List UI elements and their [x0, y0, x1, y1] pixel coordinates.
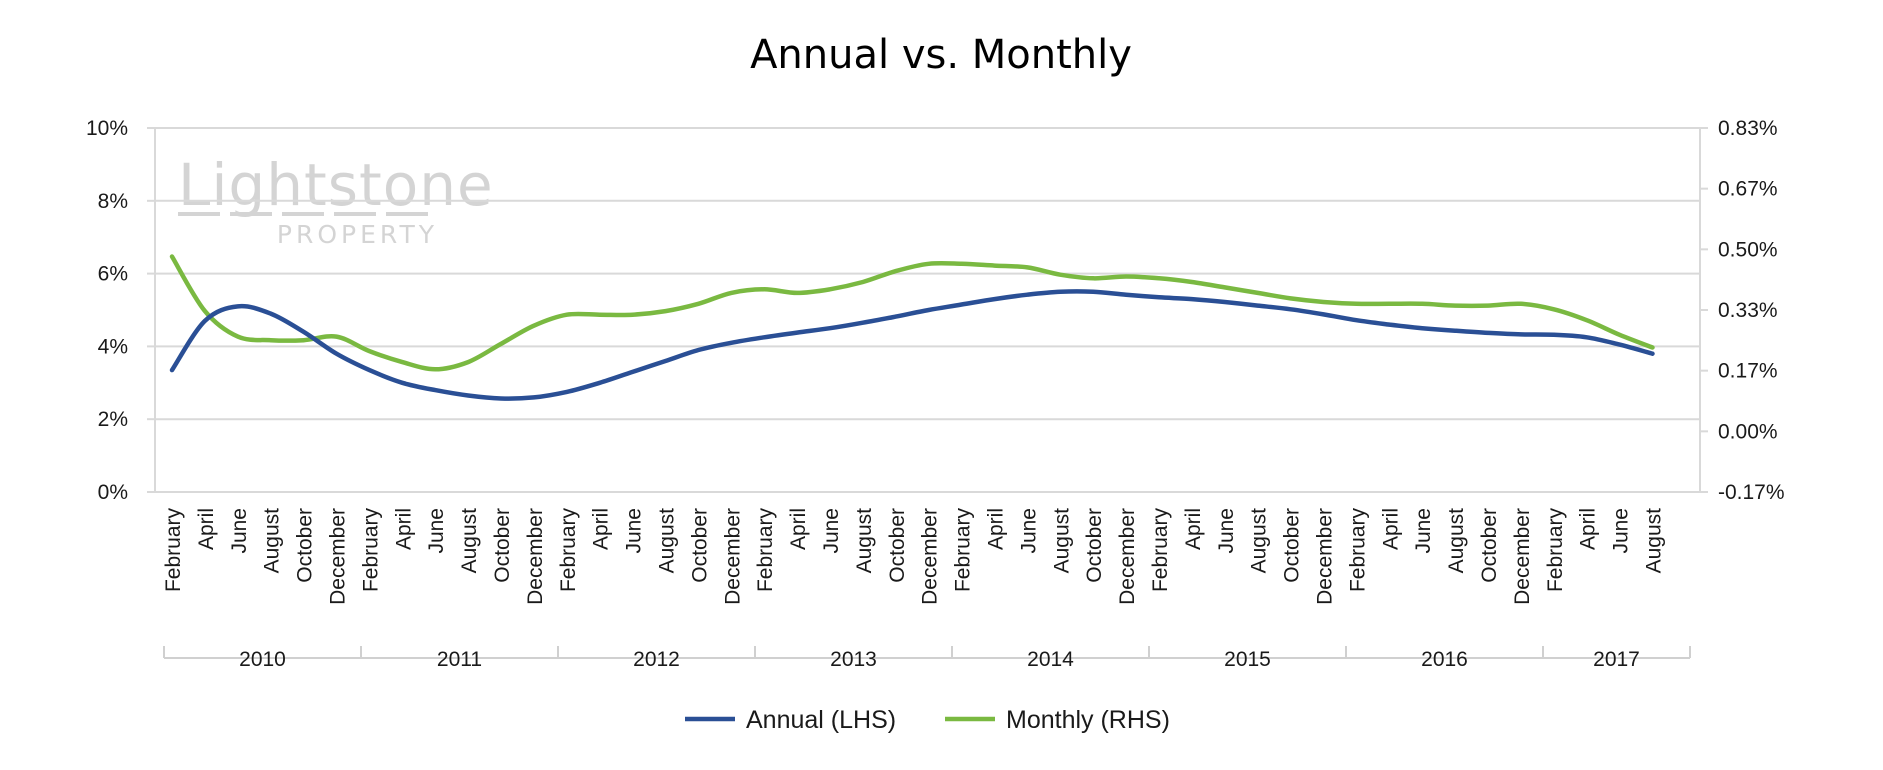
x-tick-label: April: [1577, 508, 1600, 550]
x-tick-label: October: [886, 508, 909, 583]
series-lines: [169, 254, 1655, 401]
y-left-tick-label: 0%: [98, 481, 128, 504]
x-tick-label: August: [261, 508, 284, 574]
x-tick-label: June: [1610, 508, 1633, 554]
y-left-tick-label: 2%: [98, 408, 128, 431]
y-left-tick-label: 4%: [98, 335, 128, 358]
x-tick-label: December: [1511, 508, 1534, 605]
x-tick-label: August: [1445, 508, 1468, 574]
legend-annual-label: Annual (LHS): [746, 706, 896, 734]
x-tick-label: December: [1314, 508, 1337, 605]
x-tick-label: October: [1083, 508, 1106, 583]
logo-dash: [282, 212, 324, 216]
y-right-tick-label: 0.17%: [1718, 360, 1778, 383]
x-tick-label: June: [820, 508, 843, 554]
tick-labels: 0% 2% 4% 6% 8% 10% -0.17% 0.00% 0.17% 0.33% 0.50% 0…: [86, 117, 1785, 671]
x-tick-label: October: [491, 508, 514, 583]
y-right-tick-label: 0.50%: [1718, 238, 1778, 261]
x-tick-label: June: [228, 508, 251, 554]
x-tick-label: February: [557, 508, 580, 593]
x-tick-label: June: [1017, 508, 1040, 554]
x-tick-label: October: [294, 508, 317, 583]
x-tick-label: December: [919, 508, 942, 605]
x-tick-label: December: [1116, 508, 1139, 605]
x-tick-label: December: [327, 508, 350, 605]
x-tick-label: December: [721, 508, 744, 605]
x-tick-label: February: [1544, 508, 1567, 593]
y-left-tick-label: 8%: [98, 190, 128, 213]
x-tick-label: June: [425, 508, 448, 554]
x-tick-label: June: [1412, 508, 1435, 554]
x-tick-label: October: [1478, 508, 1501, 583]
x-tick-label: April: [1379, 508, 1402, 550]
x-tick-label: October: [1281, 508, 1304, 583]
axes: [147, 127, 1708, 659]
x-group-label: 2015: [1224, 648, 1271, 671]
x-tick-label: February: [1149, 508, 1172, 593]
x-tick-label: August: [853, 508, 876, 574]
x-tick-label: April: [590, 508, 613, 550]
x-tick-label: August: [458, 508, 481, 574]
x-tick-label: June: [1215, 508, 1238, 554]
y-right-tick-label: 0.33%: [1718, 299, 1778, 322]
x-tick-label: August: [1248, 508, 1271, 574]
x-tick-label: April: [1182, 508, 1205, 550]
y-left-tick-label: 10%: [86, 117, 128, 140]
x-group-label: 2011: [437, 648, 482, 671]
x-tick-label: February: [754, 508, 777, 593]
x-tick-label: June: [623, 508, 646, 554]
x-tick-label: April: [787, 508, 810, 550]
logo-dash: [386, 212, 428, 216]
x-group-label: 2012: [633, 648, 680, 671]
monthly-series-line: [169, 254, 1655, 372]
x-tick-label: February: [162, 508, 185, 593]
y-right-tick-label: 0.00%: [1718, 420, 1778, 443]
y-left-tick-label: 6%: [98, 263, 128, 286]
x-tick-label: December: [524, 508, 547, 605]
legend-monthly-label: Monthly (RHS): [1006, 706, 1170, 734]
x-tick-label: April: [392, 508, 415, 550]
legend: Annual (LHS) Monthly (RHS): [685, 706, 1170, 734]
chart-title: Annual vs. Monthly: [750, 32, 1132, 78]
x-group-label: 2010: [239, 648, 286, 671]
x-tick-label: August: [1050, 508, 1073, 574]
x-tick-label: February: [359, 508, 382, 593]
x-tick-label: February: [952, 508, 975, 593]
x-tick-label: April: [195, 508, 218, 550]
x-group-label: 2016: [1421, 648, 1468, 671]
x-group-label: 2014: [1027, 648, 1074, 671]
x-tick-label: August: [1643, 508, 1666, 574]
logo-dash: [178, 212, 220, 216]
annual-series-line: [169, 289, 1655, 401]
x-group-label: 2017: [1593, 648, 1640, 671]
x-tick-label: August: [656, 508, 679, 574]
y-right-tick-label: -0.17%: [1718, 481, 1785, 504]
gridlines: [155, 127, 1700, 493]
x-group-label: 2013: [830, 648, 877, 671]
y-right-tick-label: 0.83%: [1718, 117, 1778, 140]
logo-dash: [334, 212, 376, 216]
lightstone-logo: Lightstone PROPERTY: [178, 151, 494, 249]
logo-sub-text: PROPERTY: [277, 220, 438, 249]
logo-main-text: Lightstone: [178, 151, 494, 219]
x-tick-label: October: [688, 508, 711, 583]
x-tick-label: February: [1346, 508, 1369, 593]
y-right-tick-label: 0.67%: [1718, 178, 1778, 201]
x-tick-label: April: [985, 508, 1008, 550]
logo-dash: [230, 212, 272, 216]
